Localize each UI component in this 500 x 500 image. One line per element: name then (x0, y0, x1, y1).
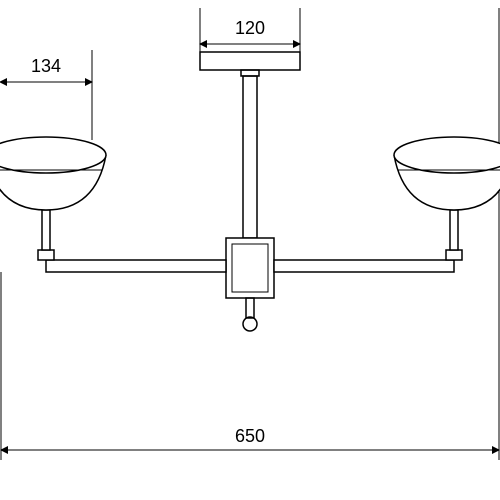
shade-left-cap (38, 250, 54, 260)
finial-ball (243, 317, 257, 331)
crossbar-left (46, 260, 226, 272)
dimension-canopy: 120 (200, 8, 300, 52)
dim-total-value: 650 (235, 426, 265, 446)
dimension-shade: 134 (0, 50, 92, 140)
shade-right-cap (446, 250, 462, 260)
stem (243, 76, 257, 238)
dim-shade-value: 134 (31, 56, 61, 76)
shade-right (394, 137, 500, 260)
shade-right-stem (450, 210, 458, 250)
stem-cap (241, 70, 259, 76)
shade-left-top (0, 137, 106, 173)
drawing-canvas: 120 134 (0, 0, 500, 500)
dim-canopy-value: 120 (235, 18, 265, 38)
canopy (200, 52, 300, 70)
finial-stem (246, 298, 254, 318)
hub-outer (226, 238, 274, 298)
shade-left (0, 137, 106, 260)
shade-left-stem (42, 210, 50, 250)
crossbar-right (274, 260, 454, 272)
shade-right-top (394, 137, 500, 173)
dimension-total: 650 (1, 272, 499, 460)
fixture-drawing: 120 134 (0, 0, 500, 500)
